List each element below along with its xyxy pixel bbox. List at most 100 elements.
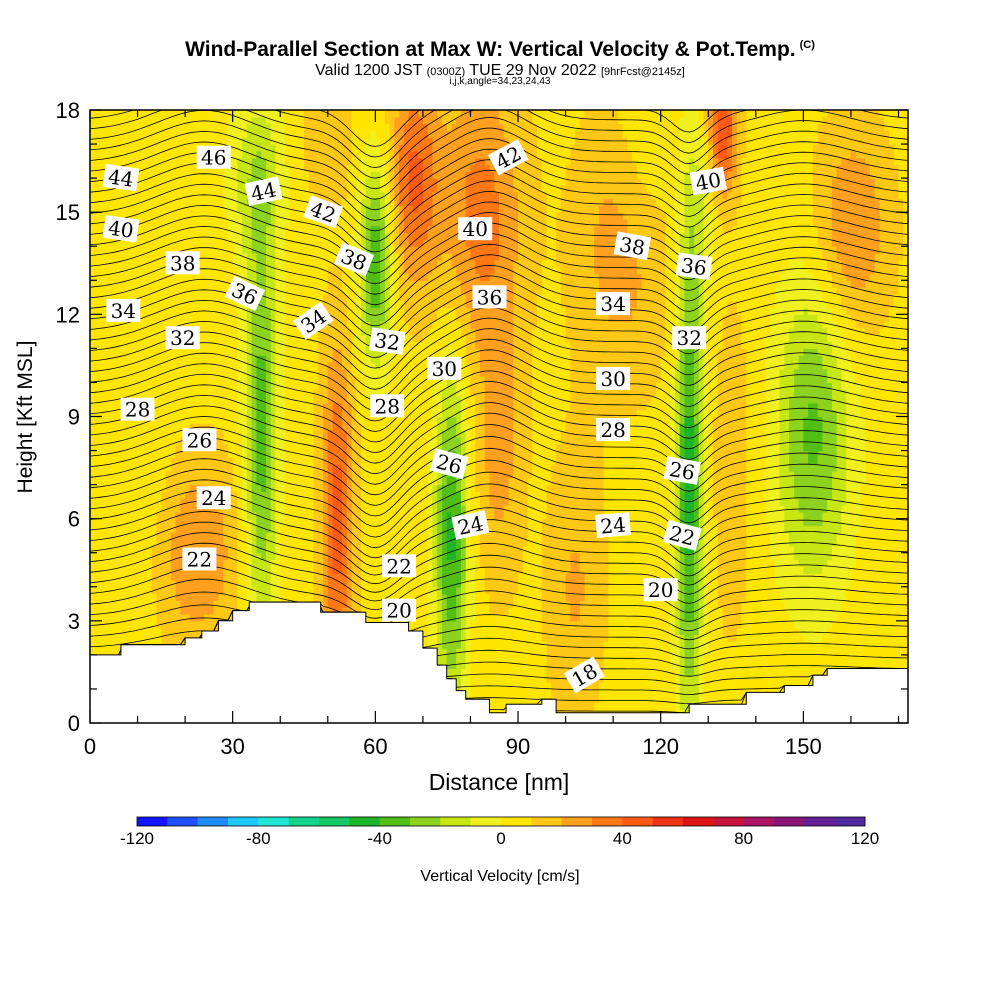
w-cell: [104, 402, 110, 411]
w-cell: [147, 307, 153, 315]
w-cell: [90, 232, 96, 241]
w-cell: [332, 157, 338, 166]
w-cell: [194, 389, 200, 397]
w-cell: [308, 396, 315, 404]
w-cell: [256, 321, 262, 329]
w-cell: [275, 368, 281, 377]
w-cell: [104, 498, 110, 506]
w-cell: [323, 239, 329, 247]
w-cell: [332, 184, 338, 193]
w-cell: [227, 116, 234, 125]
w-cell: [104, 634, 110, 642]
w-cell: [142, 579, 148, 588]
w-cell: [151, 559, 158, 567]
w-cell: [213, 205, 220, 213]
w-cell: [213, 477, 220, 486]
w-cell: [109, 362, 115, 370]
w-cell: [189, 614, 196, 622]
w-cell: [223, 232, 229, 241]
w-cell: [246, 470, 253, 479]
w-cell: [118, 477, 124, 486]
w-cell: [109, 348, 115, 356]
w-cell: [261, 559, 267, 567]
w-cell: [346, 470, 353, 479]
w-cell: [166, 614, 172, 622]
w-cell: [304, 355, 310, 363]
w-cell: [261, 307, 267, 315]
w-cell: [175, 212, 181, 220]
w-cell: [161, 334, 167, 343]
w-cell: [261, 327, 267, 336]
w-cell: [166, 157, 172, 166]
w-cell: [113, 566, 120, 574]
w-cell: [180, 389, 186, 397]
w-cell: [270, 280, 277, 288]
w-cell: [123, 579, 129, 588]
w-cell: [194, 218, 200, 227]
w-cell: [104, 341, 110, 349]
w-cell: [180, 212, 186, 220]
w-cell: [284, 178, 291, 186]
w-cell: [304, 239, 310, 247]
w-cell: [223, 280, 229, 288]
w-cell: [256, 218, 262, 227]
w-cell: [213, 246, 220, 254]
w-cell: [99, 259, 105, 268]
w-cell: [337, 470, 343, 479]
w-cell: [261, 266, 267, 275]
w-cell: [237, 600, 243, 608]
w-cell: [113, 457, 120, 465]
w-cell: [199, 123, 205, 132]
w-cell: [166, 491, 172, 499]
w-cell: [299, 287, 305, 295]
w-cell: [180, 600, 186, 608]
w-cell: [346, 300, 353, 309]
w-cell: [346, 416, 353, 424]
w-cell: [323, 586, 329, 595]
w-cell: [304, 348, 310, 356]
w-cell: [242, 430, 248, 438]
w-cell: [90, 157, 96, 166]
w-cell: [142, 375, 148, 384]
w-cell: [147, 321, 153, 329]
w-cell: [237, 559, 243, 567]
w-cell: [270, 552, 277, 561]
w-cell: [113, 198, 120, 206]
w-cell: [261, 498, 267, 506]
w-cell: [346, 198, 353, 206]
w-cell: [99, 525, 105, 533]
w-cell: [142, 532, 148, 540]
w-cell: [132, 382, 139, 390]
w-cell: [280, 579, 286, 588]
w-cell: [261, 171, 267, 179]
w-cell: [151, 382, 158, 390]
w-cell: [327, 362, 334, 370]
w-cell: [323, 368, 329, 377]
w-cell: [256, 327, 262, 336]
w-cell: [223, 518, 229, 527]
w-cell: [161, 470, 167, 479]
w-cell: [270, 586, 277, 595]
w-cell: [147, 470, 153, 479]
w-cell: [156, 545, 162, 554]
w-cell: [213, 525, 220, 533]
w-cell: [94, 389, 101, 397]
w-cell: [204, 191, 210, 200]
w-cell: [208, 409, 215, 418]
w-cell: [251, 253, 258, 261]
w-cell: [351, 539, 357, 547]
w-cell: [90, 382, 96, 390]
w-cell: [256, 416, 262, 424]
w-cell: [223, 545, 229, 554]
w-cell: [289, 334, 296, 343]
w-cell: [123, 137, 129, 145]
w-cell: [199, 314, 205, 322]
w-cell: [142, 307, 148, 315]
w-cell: [246, 246, 253, 254]
w-cell: [194, 525, 200, 533]
w-cell: [342, 607, 348, 615]
w-cell: [237, 464, 243, 472]
w-cell: [270, 436, 277, 445]
w-cell: [318, 593, 324, 601]
w-cell: [289, 116, 296, 125]
